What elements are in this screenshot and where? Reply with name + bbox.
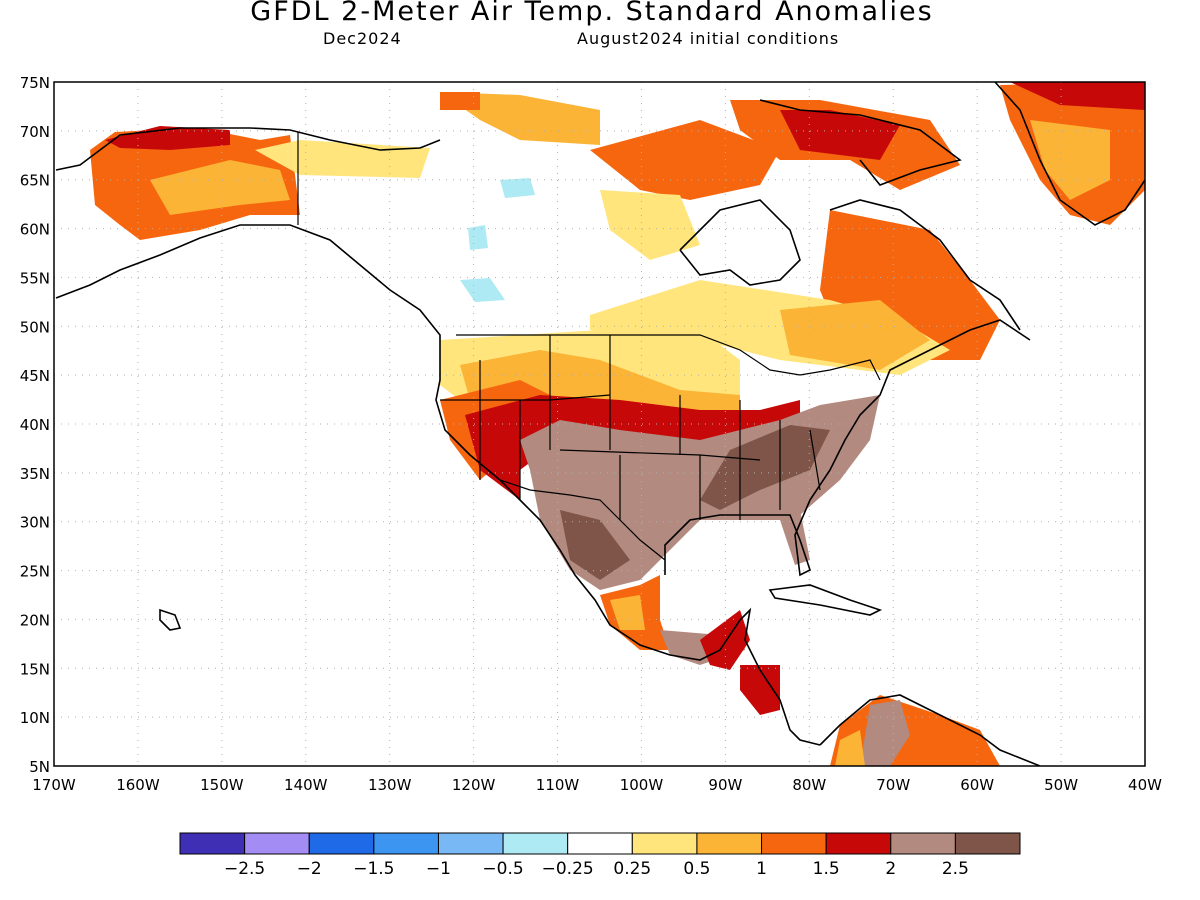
init-conditions-label: August2024 initial conditions — [577, 29, 840, 48]
legend-swatch — [244, 832, 310, 855]
lon-tick-label: 60W — [960, 776, 994, 794]
alaska-red-region — [105, 126, 230, 150]
legend-swatch — [954, 832, 1021, 855]
legend-swatch — [890, 832, 956, 855]
anomaly-shading — [90, 82, 1145, 766]
lat-tick-label: 60N — [20, 221, 50, 239]
nunavut-yellow — [600, 190, 700, 260]
lon-tick-label: 40W — [1128, 776, 1162, 794]
baffin-red — [780, 110, 900, 160]
lat-tick-label: 45N — [20, 367, 50, 385]
gulf-of-mexico-coast — [664, 319, 1031, 577]
legend-label: 1.5 — [813, 859, 840, 879]
map-title: GFDL 2-Meter Air Temp. Standard Anomalie… — [250, 0, 934, 27]
borders — [297, 132, 881, 561]
cuba-coast — [768, 584, 883, 616]
legend-label: −0.5 — [482, 859, 523, 879]
lat-tick-label: 10N — [20, 709, 50, 727]
hawaii-coast — [159, 608, 182, 631]
sa-brown — [860, 700, 910, 766]
lon-tick-label: 80W — [792, 776, 826, 794]
us-canada-border — [456, 334, 881, 381]
legend-label: −1.5 — [353, 859, 394, 879]
south-dark-brown — [560, 510, 630, 580]
lon-tick-label: 100W — [620, 776, 664, 794]
greenland-red — [1010, 82, 1145, 110]
lat-tick-label: 15N — [20, 660, 50, 678]
legend-label: −0.25 — [542, 859, 594, 879]
legend-swatch — [437, 832, 504, 855]
arctic-red-patch — [440, 92, 480, 110]
nicaragua-red — [740, 665, 780, 715]
quebec-orange — [780, 300, 930, 370]
longitude-labels: 170W 160W 150W 140W 130W 120W 110W 100W 90W 80W 70… — [32, 776, 1162, 794]
legend-label: 2 — [885, 859, 896, 879]
southeast-dark-brown — [700, 425, 830, 510]
labrador-coast — [829, 199, 1021, 331]
lat-tick-label: 70N — [20, 123, 50, 141]
us-mexico-border — [499, 479, 666, 561]
legend-label: 0.5 — [683, 859, 710, 879]
lat-tick-label: 75N — [20, 74, 50, 92]
lon-tick-label: 150W — [200, 776, 244, 794]
valid-month-label: Dec2024 — [323, 29, 402, 48]
us-state-lines — [440, 335, 821, 520]
lon-tick-label: 170W — [32, 776, 76, 794]
greenland-coast — [994, 82, 1145, 226]
legend-swatch — [567, 832, 633, 855]
lat-tick-label: 65N — [20, 172, 50, 190]
legend-swatch — [825, 832, 892, 855]
lon-tick-label: 90W — [708, 776, 742, 794]
lat-tick-label: 5N — [29, 758, 50, 776]
sa-light — [835, 730, 865, 766]
legend-swatch — [696, 832, 763, 855]
lon-tick-label: 110W — [536, 776, 580, 794]
lat-tick-label: 35N — [20, 465, 50, 483]
map-frame — [53, 81, 1146, 767]
nunavut-orange — [590, 120, 780, 200]
alaska-light-region — [150, 160, 290, 215]
legend-swatch — [179, 832, 246, 855]
lon-tick-label: 160W — [116, 776, 160, 794]
lat-tick-label: 25N — [20, 563, 50, 581]
baffin-coast — [759, 99, 962, 186]
canada-lightblue-3 — [460, 278, 505, 302]
lat-tick-label: 55N — [20, 269, 50, 287]
latitude-labels: 75N 70N 65N 60N 55N 50N 45N 40N 35N 30N 25N 20N 15N 1… — [20, 74, 50, 776]
lon-tick-label: 120W — [452, 776, 496, 794]
legend-swatch — [761, 832, 827, 855]
lon-tick-label: 50W — [1044, 776, 1078, 794]
lon-tick-label: 70W — [876, 776, 910, 794]
hudson-bay-coast — [679, 199, 801, 286]
lat-tick-label: 20N — [20, 611, 50, 629]
south-america-coast — [819, 694, 1041, 766]
lon-tick-label: 140W — [284, 776, 328, 794]
legend-swatch — [308, 832, 375, 855]
mexico-light — [610, 595, 645, 630]
legend-swatch — [502, 832, 569, 855]
legend-label: −2 — [297, 859, 322, 879]
legend-label: −1 — [426, 859, 451, 879]
alaska-coast — [55, 127, 441, 171]
lat-tick-label: 30N — [20, 514, 50, 532]
canada-lightblue-1 — [500, 178, 535, 198]
lat-tick-label: 50N — [20, 318, 50, 336]
legend-label: 2.5 — [942, 859, 969, 879]
legend-swatch — [631, 832, 698, 855]
legend-swatch — [373, 832, 439, 855]
canada-lightblue-2 — [468, 225, 488, 250]
lon-tick-label: 130W — [368, 776, 412, 794]
legend-label: 1 — [756, 859, 767, 879]
legend-label: 0.25 — [613, 859, 651, 879]
lat-tick-label: 40N — [20, 416, 50, 434]
color-legend: −2.5 −2 −1.5 −1 −0.5 −0.25 0.25 0.5 1 1.5 2 2.5 — [179, 832, 1021, 879]
legend-label: −2.5 — [224, 859, 265, 879]
